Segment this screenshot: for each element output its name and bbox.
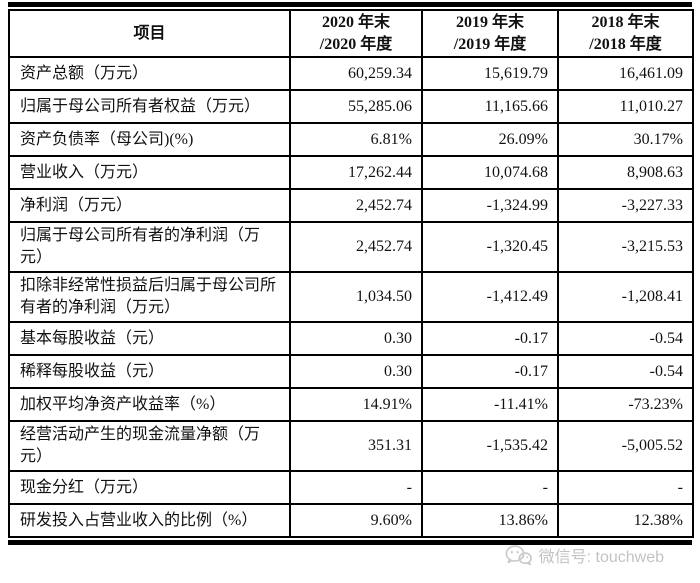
row-label: 净利润（万元） bbox=[8, 188, 291, 223]
cell-value: 26.09% bbox=[421, 122, 559, 157]
cell-value: - bbox=[289, 470, 423, 505]
cell-value: 16,461.09 bbox=[557, 56, 694, 91]
row-label: 基本每股收益（元） bbox=[8, 321, 291, 356]
cell-value: 2,452.74 bbox=[289, 221, 423, 273]
cell-value: -3,215.53 bbox=[557, 221, 694, 273]
row-label: 归属于母公司所有者权益（万元） bbox=[8, 89, 291, 124]
header-row: 项目 2020 年末 /2020 年度 2019 年末 /2019 年度 201… bbox=[8, 9, 694, 58]
table-row: 资产负债率（母公司)(%) 6.81% 26.09% 30.17% bbox=[8, 122, 694, 157]
wechat-icon bbox=[505, 544, 532, 566]
cell-value: 2,452.74 bbox=[289, 188, 423, 223]
cell-value: 9.60% bbox=[289, 503, 423, 538]
cell-value: 6.81% bbox=[289, 122, 423, 157]
cell-value: 0.30 bbox=[289, 354, 423, 389]
table-row: 加权平均净资产收益率（%） 14.91% -11.41% -73.23% bbox=[8, 387, 694, 422]
cell-value: 351.31 bbox=[289, 420, 423, 472]
header-item-column: 项目 bbox=[8, 9, 291, 58]
table-row: 归属于母公司所有者权益（万元） 55,285.06 11,165.66 11,0… bbox=[8, 89, 694, 124]
cell-value: -0.17 bbox=[421, 321, 559, 356]
row-label: 现金分红（万元） bbox=[8, 470, 291, 505]
cell-value: 0.30 bbox=[289, 321, 423, 356]
cell-value: 17,262.44 bbox=[289, 155, 423, 190]
cell-value: -0.17 bbox=[421, 354, 559, 389]
table-row: 稀释每股收益（元） 0.30 -0.17 -0.54 bbox=[8, 354, 694, 389]
cell-value: -1,324.99 bbox=[421, 188, 559, 223]
row-label: 研发投入占营业收入的比例（%） bbox=[8, 503, 291, 538]
cell-value: - bbox=[557, 470, 694, 505]
cell-value: -3,227.33 bbox=[557, 188, 694, 223]
cell-value: 11,165.66 bbox=[421, 89, 559, 124]
table-row: 净利润（万元） 2,452.74 -1,324.99 -3,227.33 bbox=[8, 188, 694, 223]
cell-value: 12.38% bbox=[557, 503, 694, 538]
cell-value: -0.54 bbox=[557, 321, 694, 356]
cell-value: 8,908.63 bbox=[557, 155, 694, 190]
header-2020: 2020 年末 /2020 年度 bbox=[289, 9, 423, 58]
cell-value: 60,259.34 bbox=[289, 56, 423, 91]
table-row: 经营活动产生的现金流量净额（万元） 351.31 -1,535.42 -5,00… bbox=[8, 420, 694, 472]
table-bottom-border bbox=[8, 540, 692, 545]
row-label: 经营活动产生的现金流量净额（万元） bbox=[8, 420, 291, 472]
financial-table: 项目 2020 年末 /2020 年度 2019 年末 /2019 年度 201… bbox=[8, 2, 694, 545]
cell-value: -73.23% bbox=[557, 387, 694, 422]
cell-value: 10,074.68 bbox=[421, 155, 559, 190]
cell-value: 14.91% bbox=[289, 387, 423, 422]
cell-value: -1,412.49 bbox=[421, 271, 559, 323]
row-label: 归属于母公司所有者的净利润（万元） bbox=[8, 221, 291, 273]
table-row: 研发投入占营业收入的比例（%） 9.60% 13.86% 12.38% bbox=[8, 503, 694, 538]
table-row: 现金分红（万元） - - - bbox=[8, 470, 694, 505]
cell-value: 15,619.79 bbox=[421, 56, 559, 91]
financial-summary-table: 项目 2020 年末 /2020 年度 2019 年末 /2019 年度 201… bbox=[8, 9, 694, 538]
cell-value: -1,208.41 bbox=[557, 271, 694, 323]
cell-value: -1,320.45 bbox=[421, 221, 559, 273]
header-2019: 2019 年末 /2019 年度 bbox=[421, 9, 559, 58]
table-row: 资产总额（万元） 60,259.34 15,619.79 16,461.09 bbox=[8, 56, 694, 91]
row-label: 稀释每股收益（元） bbox=[8, 354, 291, 389]
cell-value: -0.54 bbox=[557, 354, 694, 389]
cell-value: -5,005.52 bbox=[557, 420, 694, 472]
table-top-border bbox=[8, 2, 692, 7]
cell-value: 55,285.06 bbox=[289, 89, 423, 124]
row-label: 资产负债率（母公司)(%) bbox=[8, 122, 291, 157]
watermark-text: 微信号: touchweb bbox=[538, 549, 664, 566]
cell-value: - bbox=[421, 470, 559, 505]
row-label: 加权平均净资产收益率（%） bbox=[8, 387, 291, 422]
table-row: 扣除非经常性损益后归属于母公司所有者的净利润（万元） 1,034.50 -1,4… bbox=[8, 271, 694, 323]
header-2018: 2018 年末 /2018 年度 bbox=[557, 9, 694, 58]
cell-value: 11,010.27 bbox=[557, 89, 694, 124]
watermark: 微信号: touchweb bbox=[505, 543, 664, 567]
cell-value: -11.41% bbox=[421, 387, 559, 422]
row-label: 资产总额（万元） bbox=[8, 56, 291, 91]
row-label: 营业收入（万元） bbox=[8, 155, 291, 190]
cell-value: 30.17% bbox=[557, 122, 694, 157]
table-row: 基本每股收益（元） 0.30 -0.17 -0.54 bbox=[8, 321, 694, 356]
table-row: 归属于母公司所有者的净利润（万元） 2,452.74 -1,320.45 -3,… bbox=[8, 221, 694, 273]
cell-value: 13.86% bbox=[421, 503, 559, 538]
cell-value: -1,535.42 bbox=[421, 420, 559, 472]
table-row: 营业收入（万元） 17,262.44 10,074.68 8,908.63 bbox=[8, 155, 694, 190]
row-label: 扣除非经常性损益后归属于母公司所有者的净利润（万元） bbox=[8, 271, 291, 323]
cell-value: 1,034.50 bbox=[289, 271, 423, 323]
